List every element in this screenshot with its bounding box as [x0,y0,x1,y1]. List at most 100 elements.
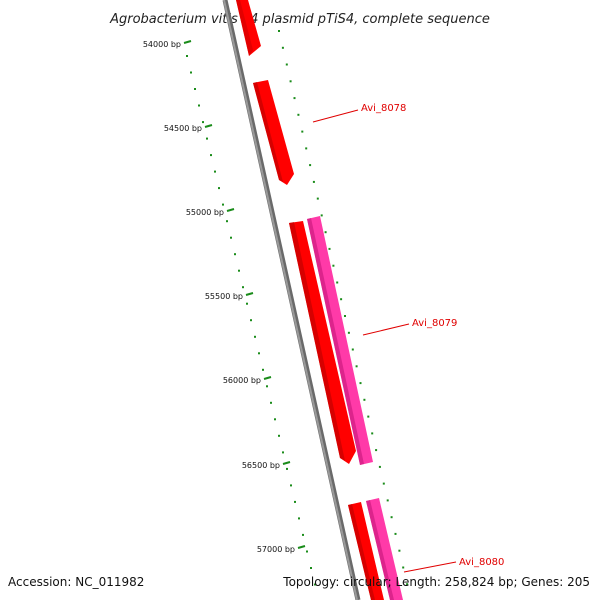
track-dot [278,434,280,437]
track-dot [274,418,276,421]
track-dot [305,147,308,150]
cds-feature-avi-8080-forward[interactable] [348,502,384,600]
track-dot [266,385,268,388]
track-dot [394,532,397,535]
track-dot [222,203,224,206]
track-dot [238,269,240,272]
tick-57000: 57000 bp [257,545,306,554]
track-dot [194,88,196,90]
gene-label-avi-8078[interactable]: Avi_8078 [312,103,406,123]
track-dot [386,499,389,502]
gene-label-avi-8080[interactable]: Avi_8080 [403,557,504,573]
track-dot [310,567,312,569]
track-dot [375,449,378,452]
track-dot [309,164,312,167]
track-dot [278,30,280,32]
track-dot [398,549,401,552]
track-dot [214,170,216,173]
track-dot [293,97,296,100]
track-dot [226,220,228,223]
tick-label: 54500 bp [164,124,202,133]
gene-label-avi-8079[interactable]: Avi_8079 [362,318,457,336]
track-dot [406,583,409,586]
cds-feature-top-partial[interactable] [236,0,261,56]
track-dot [298,517,300,520]
track-dot [320,214,323,217]
tick-track-left [186,55,316,586]
tick-label: 55500 bp [205,292,243,301]
track-dot [301,130,304,133]
track-dot [332,264,335,267]
track-dot [378,465,381,468]
track-dot [324,231,327,234]
tick-label: 54000 bp [143,40,181,49]
tick-55500: 55500 bp [205,292,254,301]
track-dot [290,484,292,487]
map-summary-text: Topology: circular; Length: 258,824 bp; … [282,575,590,589]
tick-56500: 56500 bp [242,461,291,470]
track-dot [355,365,358,368]
track-dot [282,451,284,454]
tick-54500: 54500 bp [164,124,213,133]
track-dot [316,197,319,200]
track-dot [390,516,393,519]
map-title: Agrobacterium vitis S4 plasmid pTiS4, co… [109,12,490,27]
track-dot [312,180,315,183]
tick-56000: 56000 bp [223,376,272,385]
track-dot [258,352,260,355]
track-dot [250,319,252,322]
track-dot [314,583,316,586]
track-dot [218,187,220,190]
track-dot [302,533,304,536]
track-dot [336,281,339,284]
position-ticks: 54000 bp 54500 bp 55000 bp 55500 bp 5600… [143,40,306,554]
cds-feature-avi-8079-paired[interactable] [307,216,373,465]
track-dot [190,71,192,74]
track-dot [234,253,236,256]
track-dot [186,55,188,57]
track-dot [262,368,264,371]
track-dot [328,247,331,250]
track-dot [306,550,308,553]
cds-feature-avi-8079-forward[interactable] [289,221,356,464]
track-dot [230,236,232,239]
track-dot [206,137,208,140]
tick-label: 57000 bp [257,545,295,554]
track-dot [286,467,288,470]
track-dot [347,331,350,334]
track-dot [285,63,288,66]
backbone [222,0,361,600]
track-dot [344,315,346,317]
cds-feature-avi-8080-paired[interactable] [366,498,403,600]
tick-label: 56000 bp [223,376,261,385]
accession-text: Accession: NC_011982 [8,575,144,589]
track-dot [242,286,244,289]
track-dot [402,566,405,569]
track-dot [382,482,385,485]
track-dot [371,432,374,435]
track-dot [198,104,200,107]
track-dot [297,113,300,116]
tick-54000: 54000 bp [143,40,192,49]
track-dot [281,46,284,49]
track-dot [254,335,256,338]
gene-label-text[interactable]: Avi_8079 [412,318,457,329]
track-dot [210,154,212,157]
gene-label-text[interactable]: Avi_8080 [459,557,504,568]
track-dot [340,298,343,301]
track-dot [351,348,354,351]
cds-feature-avi-8078[interactable] [253,80,294,185]
track-dot [359,382,362,385]
track-dot [202,121,204,124]
track-dot [367,415,370,418]
gene-label-text[interactable]: Avi_8078 [361,103,406,114]
tick-label: 56500 bp [242,461,280,470]
tick-55000: 55000 bp [186,208,235,217]
track-dot [363,398,366,401]
track-dot [270,401,272,404]
tick-track-right [278,30,409,586]
track-dot [294,500,296,503]
track-dot [246,302,248,305]
tick-label: 55000 bp [186,208,224,217]
